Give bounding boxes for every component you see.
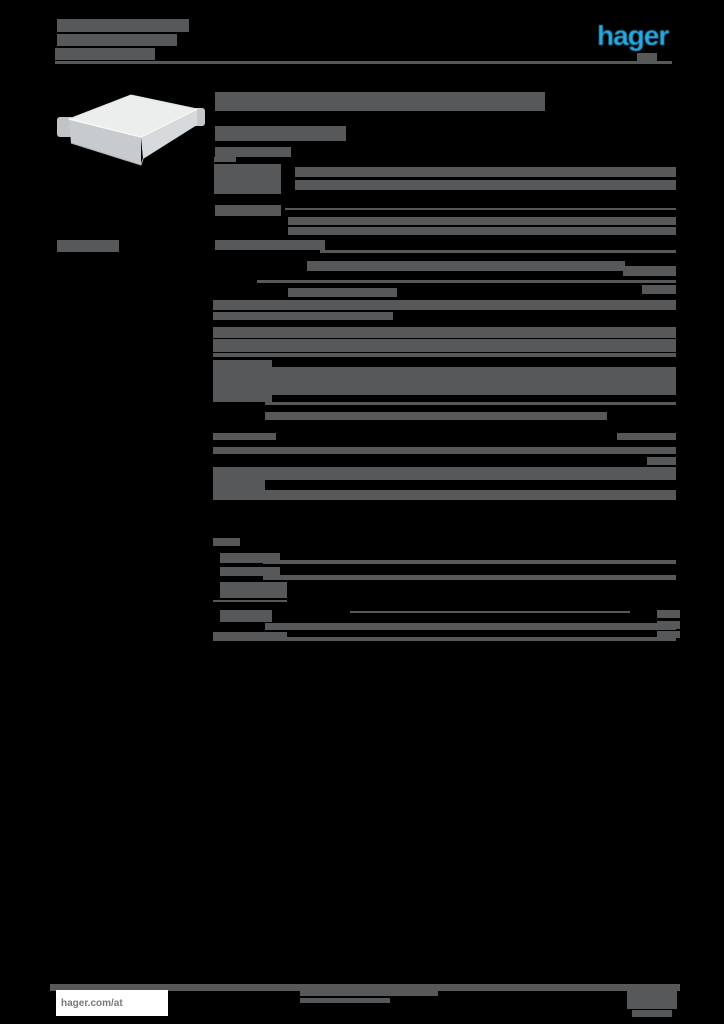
redacted-text-bar (657, 610, 680, 618)
redacted-text-bar (55, 48, 155, 60)
redacted-text-bar (213, 300, 676, 310)
redacted-text-bar (257, 280, 676, 283)
footer-website-text: hager.com/at (61, 997, 123, 1009)
redacted-text-bar (263, 575, 676, 580)
redacted-text-bar (213, 339, 676, 352)
redacted-text-bar (272, 367, 676, 395)
redacted-text-bar (642, 285, 676, 294)
redacted-text-bar (265, 402, 676, 405)
redacted-text-bar (307, 261, 625, 271)
redacted-text-bar (213, 538, 240, 546)
redacted-text-bar (220, 582, 287, 598)
redacted-text-bar (213, 600, 287, 602)
redacted-text-bar (214, 157, 236, 162)
redacted-text-bar (288, 217, 676, 225)
redacted-text-bar (617, 433, 676, 440)
redacted-text-bar (213, 327, 676, 338)
redacted-text-bar (220, 567, 280, 576)
redacted-text-bar (263, 560, 676, 564)
redacted-text-bar (288, 288, 397, 297)
redacted-text-bar (215, 92, 545, 111)
product-image (57, 85, 205, 168)
redacted-text-bar (215, 147, 291, 157)
redacted-text-bar (295, 167, 676, 177)
redacted-text-bar (657, 631, 680, 638)
redacted-text-bar (215, 126, 346, 141)
redacted-text-bar (637, 53, 657, 62)
redacted-text-bar (57, 19, 189, 32)
redacted-text-bar (300, 989, 438, 996)
redacted-text-bar (213, 433, 276, 440)
redacted-text-bar (295, 180, 676, 190)
redacted-text-bar (213, 632, 287, 641)
redacted-text-bar (213, 467, 676, 480)
redacted-text-bar (350, 611, 630, 613)
redacted-text-bar (623, 266, 676, 276)
hager-logo: hager (597, 20, 669, 51)
redacted-text-bar (213, 480, 265, 490)
redacted-text-bar (213, 490, 676, 500)
redacted-text-bar (50, 984, 680, 991)
redacted-text-bar (213, 360, 272, 402)
redacted-text-bar (647, 457, 676, 465)
redacted-text-bar (220, 610, 272, 622)
redacted-text-bar (632, 1010, 672, 1017)
redacted-text-bar (213, 312, 393, 320)
redacted-text-bar (220, 553, 280, 563)
redacted-text-bar (57, 240, 119, 252)
redacted-text-bar (265, 412, 607, 420)
redacted-text-bar (214, 164, 281, 194)
redacted-text-bar (648, 227, 676, 235)
redacted-text-bar (285, 208, 676, 210)
corner-piece-render (57, 94, 205, 166)
redacted-text-bar (265, 623, 676, 630)
redacted-text-bar (288, 227, 648, 235)
redacted-text-bar (320, 250, 676, 253)
redacted-text-bar (55, 61, 672, 64)
redacted-text-bar (215, 205, 281, 216)
redacted-text-bar (265, 637, 676, 641)
redacted-text-bar (57, 34, 177, 46)
redacted-text-bar (215, 240, 325, 250)
redacted-text-bar (627, 991, 677, 1009)
redacted-text-bar (300, 998, 390, 1003)
redacted-text-bar (213, 353, 676, 357)
redacted-text-bar (213, 447, 676, 454)
footer-website-box: hager.com/at (56, 990, 168, 1016)
